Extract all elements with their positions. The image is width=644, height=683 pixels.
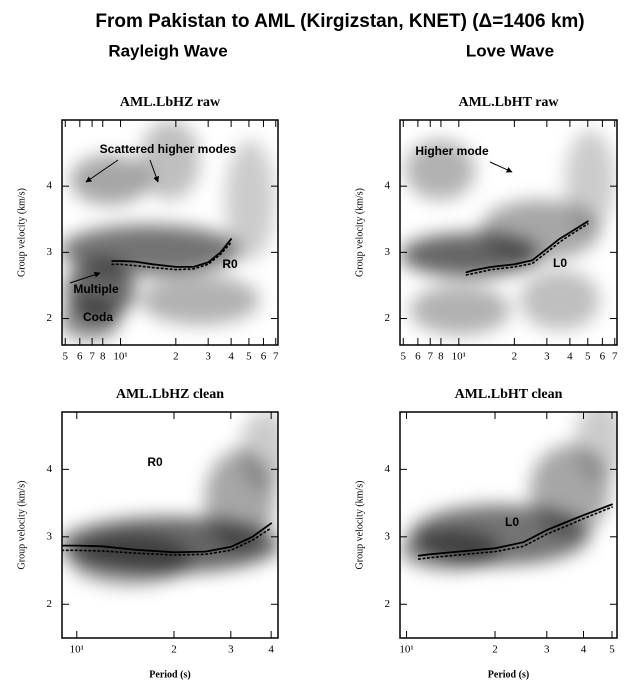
annotation-arrow xyxy=(85,159,119,183)
annotation-arrow xyxy=(149,159,159,183)
x-tick-label: 2 xyxy=(512,351,518,363)
x-tick-label: 5 xyxy=(585,351,591,363)
annotation: R0 xyxy=(222,257,238,271)
shading xyxy=(400,130,615,335)
x-tick-label: 8 xyxy=(100,351,106,363)
y-tick-label: 4 xyxy=(47,463,53,475)
y-tick-label: 3 xyxy=(385,530,391,542)
dispersion-curve xyxy=(61,527,272,556)
x-tick-label: 3 xyxy=(228,644,234,656)
x-tick-label: 10¹ xyxy=(70,644,84,656)
y-tick-label: 4 xyxy=(385,463,391,475)
shade xyxy=(400,530,500,570)
dispersion-curve xyxy=(465,223,589,276)
shade xyxy=(405,140,475,200)
figure-title: From Pakistan to AML (Kirgizstan, KNET) … xyxy=(95,11,584,32)
annotation: Multiple xyxy=(73,282,119,296)
x-tick-label: 7 xyxy=(427,351,433,363)
y-tick-label: 3 xyxy=(385,246,391,258)
x-tick-label: 6 xyxy=(77,351,83,363)
shade xyxy=(62,300,120,340)
x-tick-label: 10¹ xyxy=(452,351,466,363)
plot-frame xyxy=(61,119,279,346)
y-axis-label: Group velocity (km/s) xyxy=(354,188,365,277)
shade xyxy=(565,130,615,230)
x-tick-label: 5 xyxy=(609,644,615,656)
x-tick-label: 2 xyxy=(492,644,498,656)
x-tick-label: 4 xyxy=(268,644,274,656)
panel-title: AML.LbHZ clean xyxy=(116,387,224,402)
y-tick-label: 3 xyxy=(47,246,53,258)
annotation: Scattered higher modes xyxy=(100,142,237,156)
y-tick-label: 2 xyxy=(47,312,53,324)
x-tick-label: 7 xyxy=(612,351,618,363)
dispersion-curve xyxy=(111,238,232,268)
x-tick-label: 4 xyxy=(581,644,587,656)
x-tick-label: 3 xyxy=(544,644,550,656)
shade xyxy=(240,412,278,490)
annotation: Higher mode xyxy=(415,144,489,158)
shade xyxy=(575,412,617,480)
x-tick-label: 5 xyxy=(401,351,407,363)
dispersion-curve xyxy=(465,220,589,274)
y-axis-label: Group velocity (km/s) xyxy=(16,481,27,570)
x-tick-label: 4 xyxy=(567,351,573,363)
x-tick-label: 2 xyxy=(171,644,177,656)
column-title: Love Wave xyxy=(466,41,554,60)
x-tick-label: 6 xyxy=(415,351,421,363)
dispersion-curve xyxy=(417,506,613,560)
dispersion-curve xyxy=(111,241,232,271)
shade xyxy=(70,155,150,205)
x-axis-label: Period (s) xyxy=(149,669,190,680)
y-tick-label: 2 xyxy=(385,598,391,610)
shading xyxy=(62,412,278,585)
shade xyxy=(520,270,600,330)
x-tick-label: 7 xyxy=(89,351,95,363)
annotation: L0 xyxy=(505,515,519,529)
x-tick-label: 6 xyxy=(261,351,267,363)
y-tick-label: 4 xyxy=(385,180,391,192)
y-axis-label: Group velocity (km/s) xyxy=(354,481,365,570)
x-tick-label: 10¹ xyxy=(399,644,413,656)
x-tick-label: 2 xyxy=(173,351,179,363)
plot-frame xyxy=(399,411,618,639)
plot-frame xyxy=(61,411,279,639)
annotation-arrow xyxy=(69,271,101,284)
x-tick-label: 3 xyxy=(544,351,550,363)
x-tick-label: 8 xyxy=(438,351,444,363)
plot-frame xyxy=(399,119,618,346)
y-axis-label: Group velocity (km/s) xyxy=(16,188,27,277)
y-tick-label: 2 xyxy=(47,598,53,610)
shade xyxy=(140,120,200,200)
x-tick-label: 3 xyxy=(205,351,211,363)
x-tick-label: 4 xyxy=(228,351,234,363)
x-tick-label: 5 xyxy=(63,351,69,363)
y-tick-label: 3 xyxy=(47,530,53,542)
shading xyxy=(62,120,275,340)
y-tick-label: 4 xyxy=(47,180,53,192)
annotation-arrow xyxy=(489,161,513,173)
annotation: R0 xyxy=(147,455,163,469)
annotation: Coda xyxy=(83,310,113,324)
y-tick-label: 2 xyxy=(385,312,391,324)
panel-title: AML.LbHT clean xyxy=(455,387,563,402)
x-axis-label: Period (s) xyxy=(488,669,529,680)
shade xyxy=(480,200,600,260)
shade xyxy=(225,140,275,260)
annotation: L0 xyxy=(553,256,567,270)
panel-title: AML.LbHT raw xyxy=(458,95,559,110)
dispersion-curve xyxy=(61,522,273,554)
dispersion-curve xyxy=(417,503,613,557)
x-tick-label: 6 xyxy=(600,351,606,363)
shade xyxy=(70,535,190,585)
shade xyxy=(410,285,510,335)
panel-title: AML.LbHZ raw xyxy=(120,95,221,110)
shade xyxy=(140,275,260,325)
column-title: Rayleigh Wave xyxy=(108,41,227,60)
x-tick-label: 5 xyxy=(246,351,252,363)
x-tick-label: 10¹ xyxy=(113,351,127,363)
x-tick-label: 7 xyxy=(273,351,279,363)
